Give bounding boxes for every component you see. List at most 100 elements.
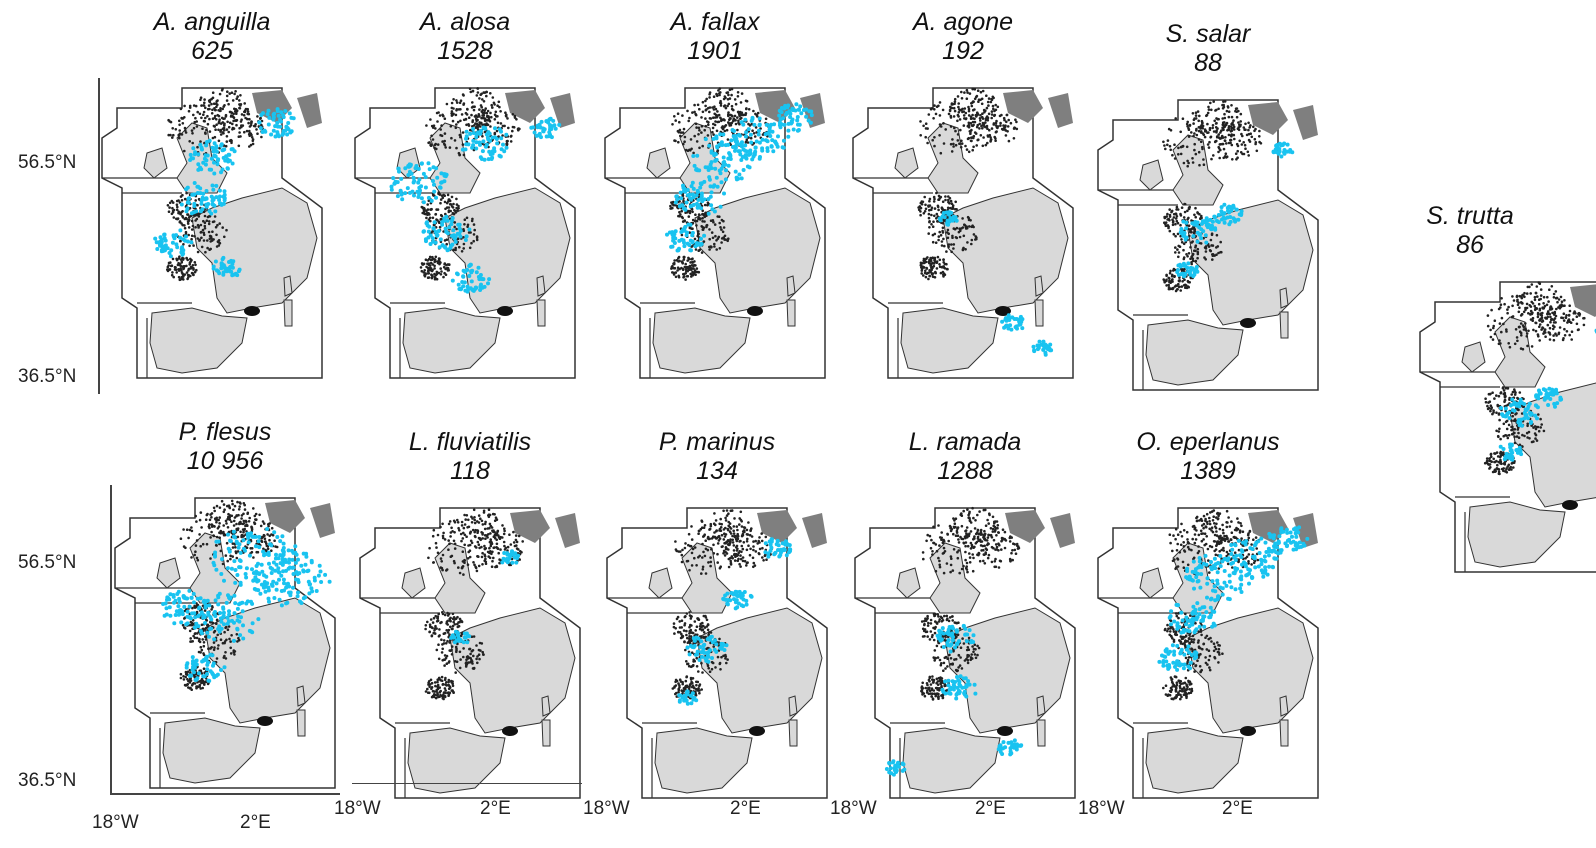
survey-point <box>211 108 214 112</box>
survey-point <box>1191 259 1195 263</box>
survey-point <box>235 522 238 526</box>
survey-point <box>1215 117 1218 120</box>
survey-point <box>202 113 205 116</box>
survey-point <box>1178 285 1181 289</box>
occurrence-point <box>712 183 717 188</box>
survey-point <box>1497 472 1501 475</box>
survey-point <box>179 676 183 680</box>
survey-point <box>201 638 204 641</box>
survey-point <box>690 257 694 261</box>
survey-point <box>1194 111 1198 114</box>
survey-point <box>243 110 246 114</box>
occurrence-point <box>471 127 476 131</box>
survey-point <box>947 112 951 116</box>
occurrence-point <box>1020 326 1025 331</box>
occurrence-point <box>212 141 217 146</box>
survey-point <box>228 110 232 114</box>
survey-point <box>1498 418 1501 422</box>
survey-point <box>1538 319 1541 322</box>
occurrence-point <box>467 227 472 232</box>
occurrence-point <box>489 157 494 161</box>
survey-point <box>456 209 459 212</box>
survey-point <box>981 89 985 93</box>
occurrence-point <box>691 186 696 191</box>
survey-point <box>983 110 986 114</box>
survey-point <box>957 102 960 105</box>
occurrence-point <box>709 150 714 155</box>
survey-point <box>496 121 500 125</box>
survey-point <box>439 267 442 270</box>
survey-point <box>443 262 447 265</box>
occurrence-point <box>469 269 474 274</box>
survey-point <box>1512 466 1515 469</box>
survey-point <box>971 87 975 91</box>
survey-point <box>1242 126 1246 129</box>
occurrence-point <box>723 177 728 182</box>
survey-point <box>441 196 445 200</box>
survey-point <box>189 620 193 624</box>
survey-point <box>924 203 927 207</box>
occurrence-point <box>222 147 227 152</box>
occurrence-point <box>431 239 436 244</box>
occurrence-point <box>432 189 437 194</box>
survey-point <box>171 127 174 130</box>
survey-point <box>212 506 216 510</box>
survey-point <box>192 244 195 247</box>
survey-point <box>200 236 203 240</box>
survey-point <box>701 144 704 148</box>
survey-point <box>177 199 180 202</box>
survey-point <box>720 228 723 231</box>
occurrence-point <box>421 200 426 205</box>
survey-point <box>974 235 977 238</box>
survey-point <box>1199 125 1202 128</box>
survey-point <box>1168 229 1172 233</box>
survey-point <box>1182 268 1185 272</box>
survey-point <box>251 138 255 141</box>
occurrence-point <box>480 277 485 282</box>
survey-point <box>1510 425 1513 429</box>
survey-point <box>196 145 199 149</box>
survey-point <box>701 228 705 231</box>
survey-point <box>458 245 461 249</box>
occurrence-point <box>1216 213 1221 217</box>
occurrence-point <box>699 196 704 201</box>
survey-point <box>1537 281 1541 284</box>
occurrence-point <box>171 233 176 238</box>
survey-point <box>984 121 987 124</box>
survey-point <box>694 122 698 126</box>
survey-point <box>1543 304 1547 308</box>
survey-point <box>210 608 213 611</box>
survey-point <box>1195 129 1198 132</box>
gulf-lion-mark <box>257 716 273 726</box>
survey-point <box>975 237 978 241</box>
survey-point <box>225 522 228 525</box>
survey-point <box>969 115 973 119</box>
survey-point <box>225 99 229 102</box>
survey-point <box>470 219 474 223</box>
occurrence-point <box>1234 207 1239 212</box>
survey-point <box>190 228 194 231</box>
survey-point <box>1168 213 1172 217</box>
survey-point <box>1177 146 1180 150</box>
survey-point <box>216 647 220 650</box>
survey-point <box>936 220 939 223</box>
survey-point <box>501 134 504 137</box>
occurrence-point <box>214 144 219 149</box>
survey-point <box>433 267 436 270</box>
survey-point <box>181 256 184 260</box>
survey-point <box>491 106 494 109</box>
survey-point <box>227 130 230 134</box>
survey-point <box>674 139 677 143</box>
occurrence-point <box>1035 347 1040 352</box>
survey-point <box>179 195 183 198</box>
occurrence-point <box>266 122 271 127</box>
occurrence-point <box>765 146 770 151</box>
occurrence-point <box>478 155 483 160</box>
occurrence-point <box>258 126 263 131</box>
survey-point <box>168 206 171 209</box>
survey-point <box>1230 115 1234 119</box>
survey-point <box>193 120 196 124</box>
survey-point <box>693 134 696 138</box>
occurrence-point <box>230 161 235 166</box>
survey-point <box>194 263 197 267</box>
